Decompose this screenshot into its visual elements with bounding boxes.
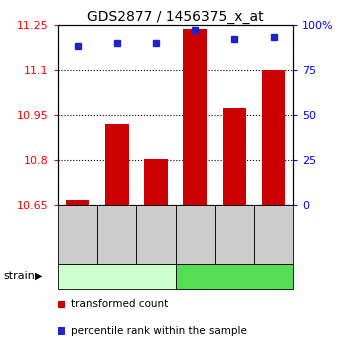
Bar: [105, 124, 129, 205]
Bar: [183, 29, 207, 205]
Text: GSM188242: GSM188242: [269, 209, 278, 260]
Bar: [223, 108, 246, 205]
Text: DBA2J: DBA2J: [98, 270, 136, 282]
Bar: [262, 70, 285, 205]
Text: C57BL6J: C57BL6J: [208, 270, 261, 282]
Text: GSM188244: GSM188244: [112, 209, 121, 260]
Bar: [144, 159, 168, 205]
Text: GSM188245: GSM188245: [151, 209, 161, 260]
Text: ▶: ▶: [35, 271, 43, 281]
Text: GSM188240: GSM188240: [191, 209, 200, 260]
Text: percentile rank within the sample: percentile rank within the sample: [71, 326, 247, 336]
Text: strain: strain: [3, 271, 35, 281]
Title: GDS2877 / 1456375_x_at: GDS2877 / 1456375_x_at: [87, 10, 264, 24]
Text: GSM188243: GSM188243: [73, 209, 82, 260]
Bar: [66, 200, 89, 205]
Text: transformed count: transformed count: [71, 299, 168, 309]
Text: GSM188241: GSM188241: [230, 209, 239, 260]
